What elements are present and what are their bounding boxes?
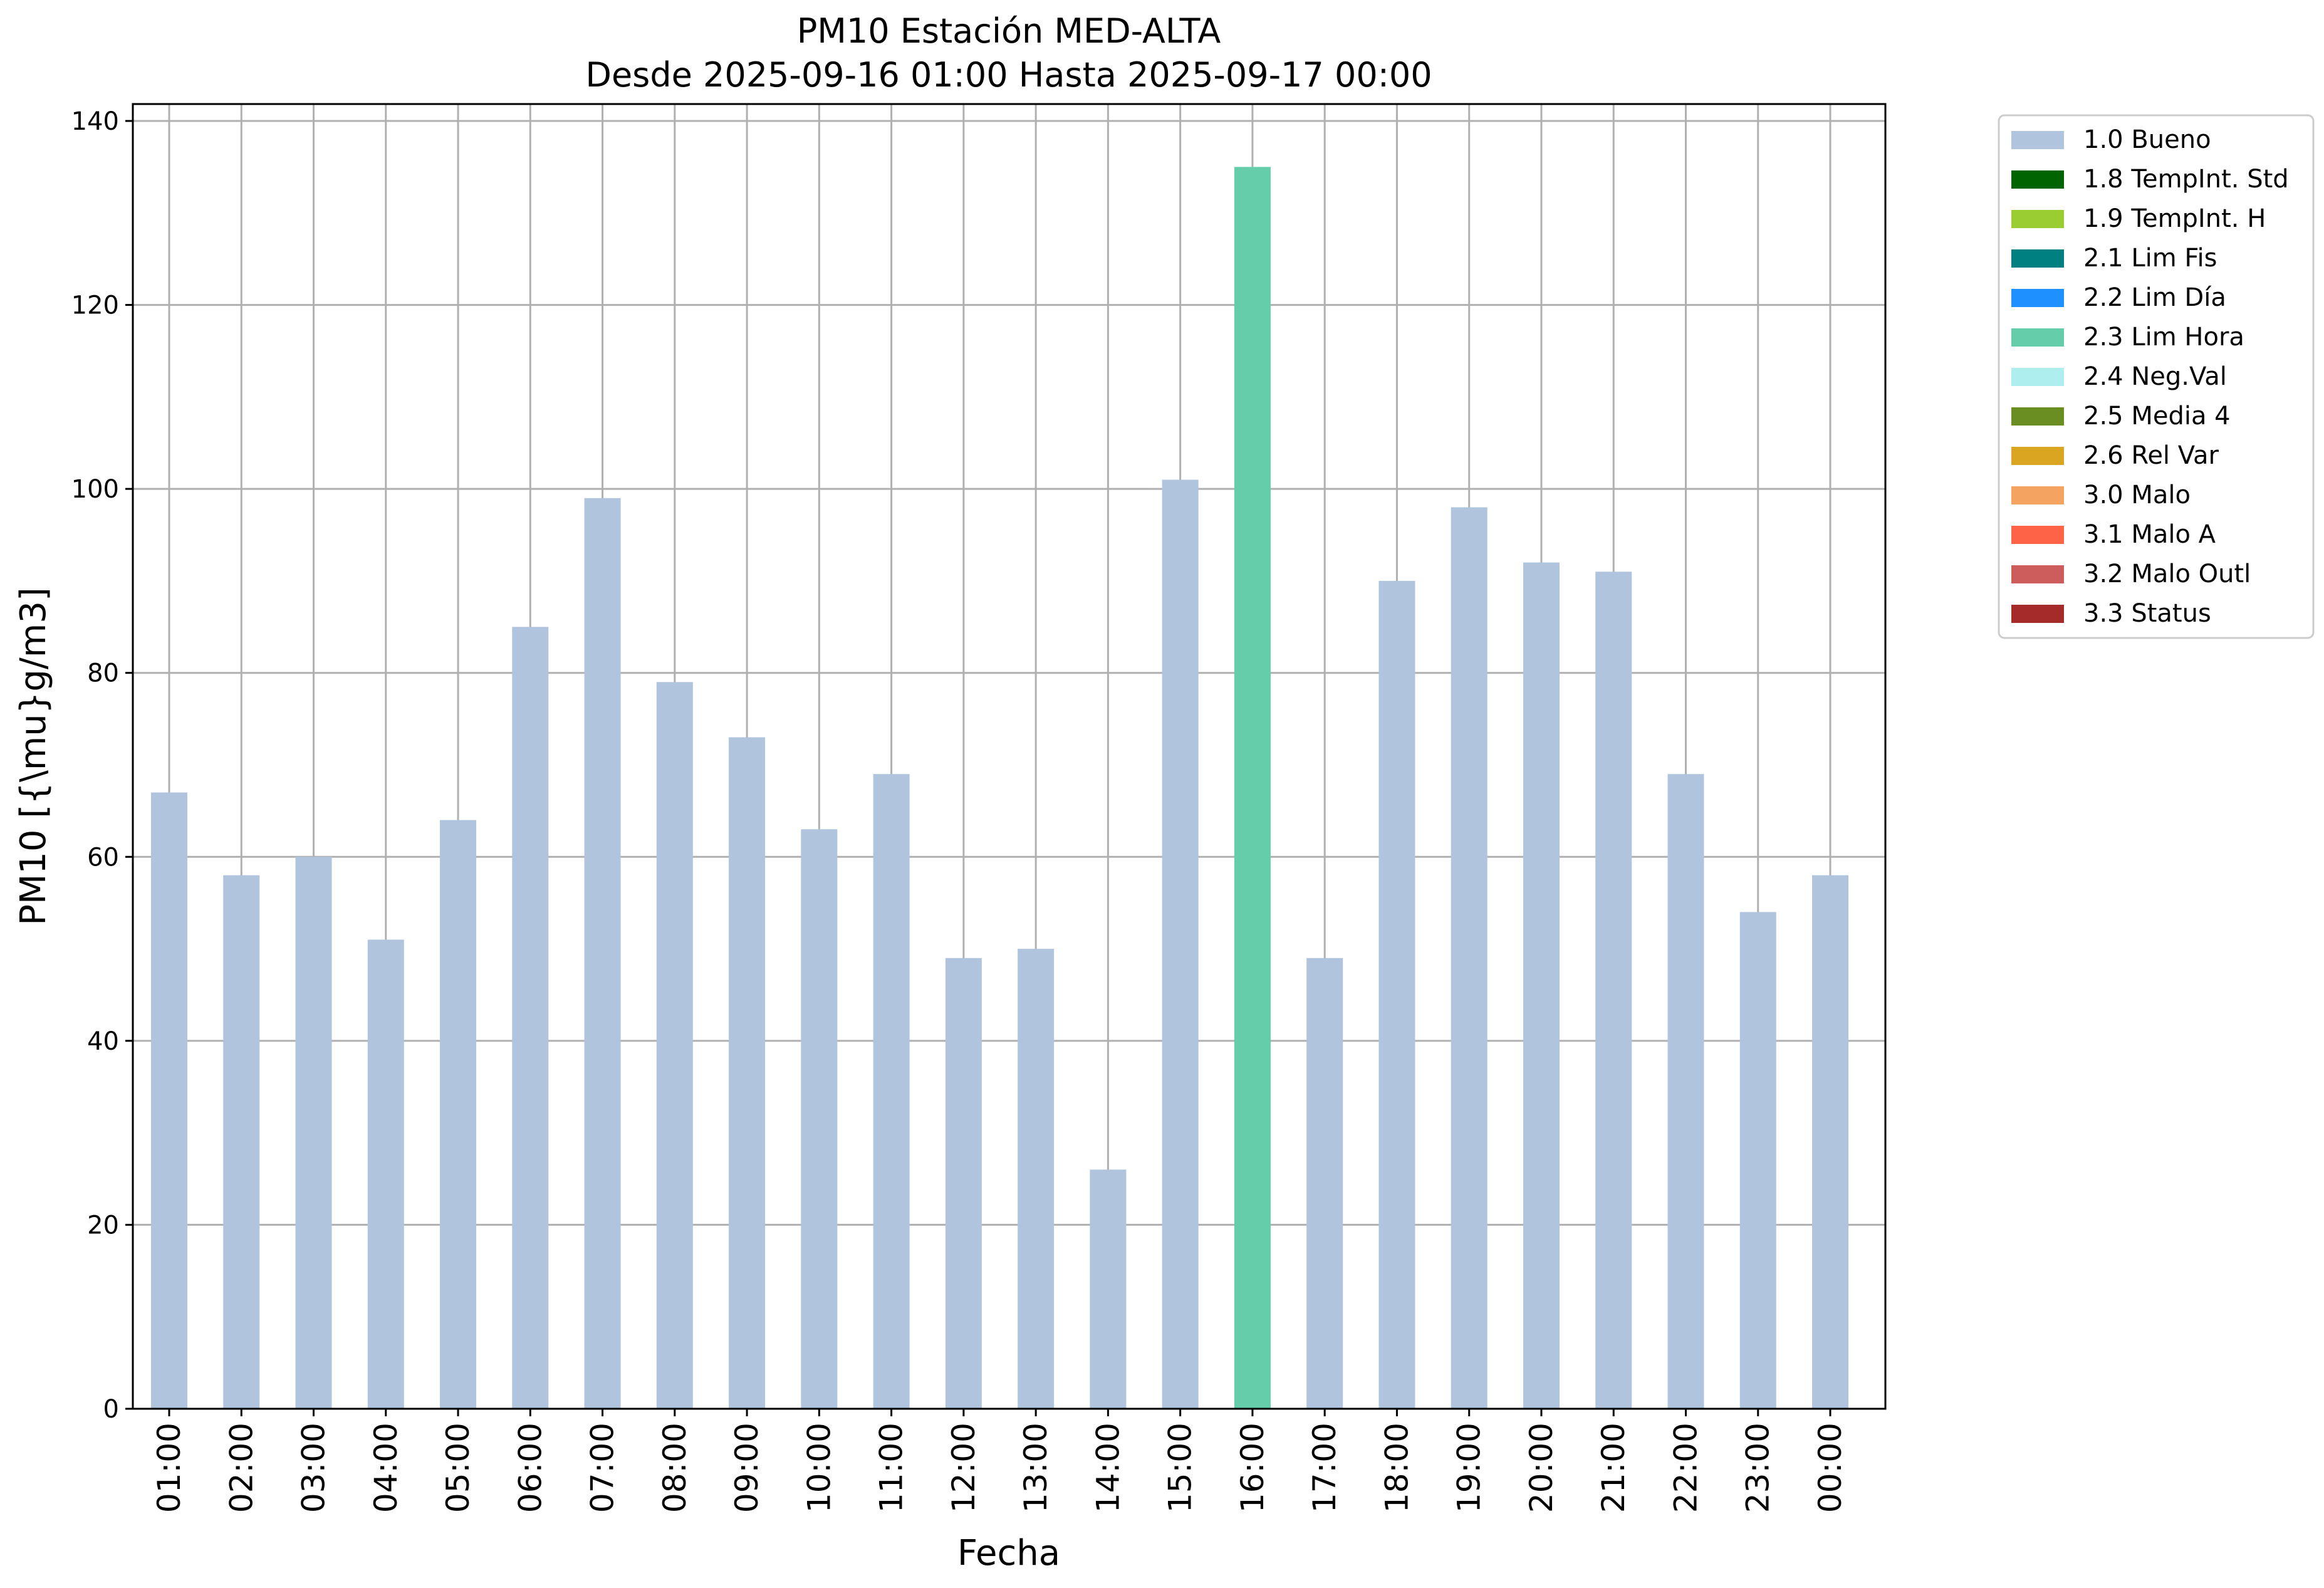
bar-1600 <box>1234 167 1271 1409</box>
x-tick-label: 19:00 <box>1451 1423 1488 1513</box>
legend-label: 2.3 Lim Hora <box>2083 323 2244 352</box>
bar-2200 <box>1667 774 1704 1409</box>
bar-1000 <box>801 829 838 1409</box>
x-tick-label: 04:00 <box>368 1423 404 1513</box>
legend-label: 3.1 Malo A <box>2083 520 2216 549</box>
legend-swatch <box>2011 368 2064 386</box>
legend-label: 2.1 Lim Fis <box>2083 244 2217 273</box>
x-tick-label: 18:00 <box>1378 1423 1415 1513</box>
legend: 1.0 Bueno 1.8 TempInt. Std 1.9 TempInt. H 2… <box>1998 114 2315 639</box>
x-tick-label: 13:00 <box>1018 1423 1054 1513</box>
x-tick-label: 07:00 <box>585 1423 621 1513</box>
legend-label: 1.8 TempInt. Std <box>2083 165 2289 194</box>
chart-title: PM10 Estación MED-ALTA <box>797 11 1221 51</box>
x-tick-label: 10:00 <box>801 1423 837 1513</box>
legend-swatch <box>2011 170 2064 189</box>
legend-swatch <box>2011 210 2064 228</box>
x-tick-label: 05:00 <box>440 1423 476 1513</box>
x-tick-label: 14:00 <box>1090 1423 1126 1513</box>
x-tick-label: 02:00 <box>223 1423 259 1513</box>
legend-label: 1.9 TempInt. H <box>2083 204 2266 233</box>
x-axis-ticks: 01:00 02:00 03:00 04:00 05:00 06:00 07:00 08:00… <box>151 1409 1848 1513</box>
legend-swatch <box>2011 526 2064 544</box>
bar-1700 <box>1306 958 1343 1409</box>
legend-swatch <box>2011 289 2064 307</box>
legend-entries: 1.0 Bueno 1.8 TempInt. Std 1.9 TempInt. H 2… <box>2011 125 2289 628</box>
legend-swatch <box>2011 131 2064 149</box>
x-tick-label: 08:00 <box>657 1423 693 1513</box>
bar-1200 <box>945 958 982 1409</box>
x-tick-label: 20:00 <box>1523 1423 1560 1513</box>
bar-2300 <box>1739 912 1776 1409</box>
bar-0100 <box>151 792 187 1409</box>
x-tick-label: 11:00 <box>873 1423 910 1513</box>
x-tick-label: 15:00 <box>1162 1423 1199 1513</box>
legend-label: 1.0 Bueno <box>2083 125 2211 154</box>
x-tick-label: 16:00 <box>1234 1423 1271 1513</box>
bar-0500 <box>440 820 477 1409</box>
legend-label: 2.2 Lim Día <box>2083 283 2226 312</box>
bars <box>151 167 1848 1409</box>
y-axis-ticks: 0 20 40 60 80 100 120 140 <box>71 107 133 1424</box>
bar-0600 <box>512 627 549 1409</box>
bar-0800 <box>656 682 693 1409</box>
y-tick-label: 140 <box>71 107 119 136</box>
x-tick-label: 12:00 <box>946 1423 982 1513</box>
bar-0700 <box>584 498 621 1409</box>
x-tick-label: 01:00 <box>151 1423 187 1513</box>
bar-0000 <box>1812 875 1848 1409</box>
y-tick-label: 80 <box>87 659 119 688</box>
x-tick-label: 22:00 <box>1667 1423 1704 1513</box>
legend-label: 3.2 Malo Outl <box>2083 560 2251 588</box>
legend-swatch <box>2011 605 2064 623</box>
x-tick-label: 06:00 <box>512 1423 548 1513</box>
legend-box <box>1998 114 2315 639</box>
bar-2100 <box>1595 572 1632 1409</box>
legend-label: 3.3 Status <box>2083 599 2211 628</box>
chart-subtitle: Desde 2025-09-16 01:00 Hasta 2025-09-17 … <box>585 55 1432 95</box>
legend-label: 2.4 Neg.Val <box>2083 362 2227 391</box>
legend-swatch <box>2011 328 2064 347</box>
x-tick-label: 23:00 <box>1740 1423 1776 1513</box>
bar-0200 <box>223 875 260 1409</box>
bar-1900 <box>1451 507 1488 1409</box>
y-tick-label: 0 <box>103 1395 119 1424</box>
legend-swatch <box>2011 407 2064 426</box>
legend-swatch <box>2011 249 2064 268</box>
bar-2000 <box>1523 562 1560 1409</box>
y-tick-label: 40 <box>87 1027 119 1056</box>
x-axis-label: Fecha <box>957 1533 1060 1574</box>
bar-1800 <box>1378 580 1415 1409</box>
bar-1100 <box>873 774 910 1409</box>
x-tick-label: 21:00 <box>1595 1423 1632 1513</box>
legend-label: 2.5 Media 4 <box>2083 402 2231 431</box>
legend-swatch <box>2011 565 2064 583</box>
bar-0900 <box>729 737 766 1409</box>
bar-1400 <box>1090 1169 1127 1409</box>
x-tick-label: 00:00 <box>1812 1423 1848 1513</box>
y-tick-label: 120 <box>71 291 119 320</box>
y-tick-label: 20 <box>87 1211 119 1240</box>
bar-1500 <box>1162 479 1199 1409</box>
bar-0300 <box>295 857 332 1409</box>
x-tick-label: 09:00 <box>729 1423 765 1513</box>
x-tick-label: 17:00 <box>1306 1423 1343 1513</box>
bar-1300 <box>1018 949 1055 1409</box>
plot-frame <box>132 103 1887 1410</box>
y-axis-label: PM10 [{\mu}g/m3] <box>13 587 54 926</box>
bar-0400 <box>367 939 404 1409</box>
legend-swatch <box>2011 486 2064 504</box>
legend-swatch <box>2011 447 2064 465</box>
y-tick-label: 60 <box>87 843 119 872</box>
legend-label: 2.6 Rel Var <box>2083 441 2219 470</box>
y-tick-label: 100 <box>71 475 119 504</box>
x-tick-label: 03:00 <box>296 1423 332 1513</box>
legend-label: 3.0 Malo <box>2083 481 2191 509</box>
